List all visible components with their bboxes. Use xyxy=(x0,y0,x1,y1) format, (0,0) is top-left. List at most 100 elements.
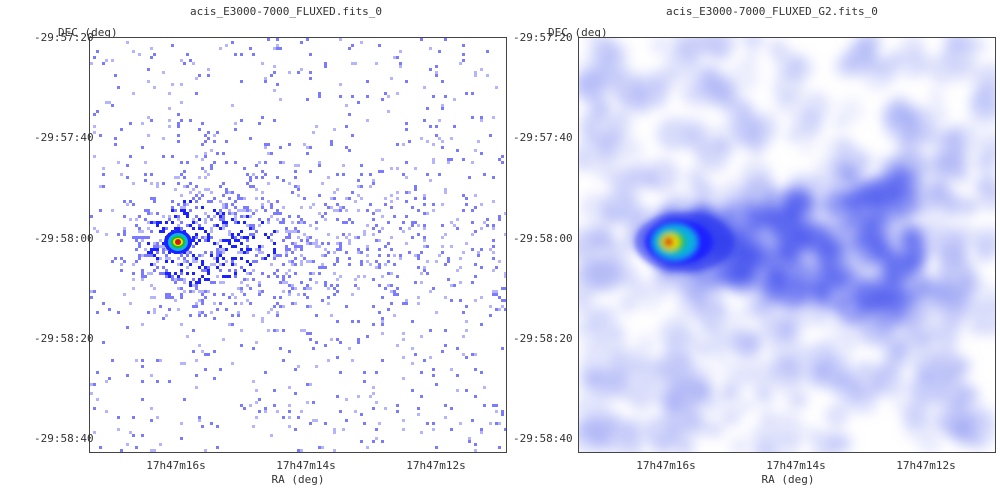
count-pixel xyxy=(120,263,123,266)
count-pixel xyxy=(141,236,144,239)
count-pixel xyxy=(186,251,189,254)
count-pixel xyxy=(288,236,291,239)
count-pixel xyxy=(378,239,381,242)
count-pixel xyxy=(501,410,504,413)
count-pixel xyxy=(90,383,93,386)
count-pixel xyxy=(300,206,303,209)
left-raw-counts-image xyxy=(90,38,506,452)
count-pixel xyxy=(189,251,192,254)
count-pixel xyxy=(180,119,183,122)
count-pixel xyxy=(297,293,300,296)
count-pixel xyxy=(210,218,213,221)
count-pixel xyxy=(360,164,363,167)
count-pixel xyxy=(405,161,408,164)
count-pixel xyxy=(249,233,252,236)
count-pixel xyxy=(249,47,252,50)
count-pixel xyxy=(276,83,279,86)
count-pixel xyxy=(336,188,339,191)
count-pixel xyxy=(111,104,114,107)
count-pixel xyxy=(258,122,261,125)
count-pixel xyxy=(291,230,294,233)
right-image-frame[interactable] xyxy=(578,37,996,453)
left-image-frame[interactable] xyxy=(89,37,507,453)
count-pixel xyxy=(474,395,477,398)
count-pixel xyxy=(327,251,330,254)
count-pixel xyxy=(303,257,306,260)
count-pixel xyxy=(183,203,186,206)
count-pixel xyxy=(498,158,501,161)
count-pixel xyxy=(222,218,225,221)
count-pixel xyxy=(309,422,312,425)
count-pixel xyxy=(375,224,378,227)
count-pixel xyxy=(201,158,204,161)
count-pixel xyxy=(249,272,252,275)
count-pixel xyxy=(156,224,159,227)
count-pixel xyxy=(93,125,96,128)
count-pixel xyxy=(411,236,414,239)
count-pixel xyxy=(165,275,168,278)
count-pixel xyxy=(432,161,435,164)
count-pixel xyxy=(351,221,354,224)
count-pixel xyxy=(126,326,129,329)
count-pixel xyxy=(273,242,276,245)
count-pixel xyxy=(324,248,327,251)
count-pixel xyxy=(207,215,210,218)
count-pixel xyxy=(306,401,309,404)
count-pixel xyxy=(312,203,315,206)
count-pixel xyxy=(210,263,213,266)
count-pixel xyxy=(231,293,234,296)
count-pixel xyxy=(195,194,198,197)
count-pixel xyxy=(204,188,207,191)
count-pixel xyxy=(183,176,186,179)
count-pixel xyxy=(216,131,219,134)
count-pixel xyxy=(279,161,282,164)
count-pixel xyxy=(432,422,435,425)
count-pixel xyxy=(336,290,339,293)
count-pixel xyxy=(111,260,114,263)
count-pixel xyxy=(501,413,504,416)
count-pixel xyxy=(225,221,228,224)
count-pixel xyxy=(306,296,309,299)
count-pixel xyxy=(123,233,126,236)
count-pixel xyxy=(207,290,210,293)
count-pixel xyxy=(207,269,210,272)
left-image-panel: acis_E3000-7000_FLUXED.fits_0 DEC (deg) … xyxy=(34,5,507,486)
count-pixel xyxy=(420,371,423,374)
count-pixel xyxy=(195,221,198,224)
count-pixel xyxy=(480,266,483,269)
count-pixel xyxy=(192,245,195,248)
count-pixel xyxy=(177,287,180,290)
count-pixel xyxy=(177,218,180,221)
count-pixel xyxy=(357,320,360,323)
count-pixel xyxy=(267,152,270,155)
count-pixel xyxy=(441,236,444,239)
count-pixel xyxy=(384,203,387,206)
count-pixel xyxy=(300,410,303,413)
count-pixel xyxy=(492,239,495,242)
count-pixel xyxy=(294,257,297,260)
count-pixel xyxy=(132,263,135,266)
count-pixel xyxy=(342,206,345,209)
count-pixel xyxy=(234,245,237,248)
count-pixel xyxy=(477,251,480,254)
count-pixel xyxy=(297,449,300,452)
count-pixel xyxy=(423,197,426,200)
count-pixel xyxy=(327,242,330,245)
count-pixel xyxy=(474,353,477,356)
count-pixel xyxy=(192,329,195,332)
count-pixel xyxy=(216,248,219,251)
count-pixel xyxy=(150,263,153,266)
count-pixel xyxy=(378,284,381,287)
count-pixel xyxy=(444,38,447,41)
count-pixel xyxy=(294,302,297,305)
count-pixel xyxy=(387,95,390,98)
count-pixel xyxy=(276,218,279,221)
count-pixel xyxy=(117,311,120,314)
count-pixel xyxy=(363,233,366,236)
count-pixel xyxy=(276,275,279,278)
count-pixel xyxy=(336,218,339,221)
count-pixel xyxy=(345,419,348,422)
count-pixel xyxy=(156,182,159,185)
count-pixel xyxy=(423,239,426,242)
count-pixel xyxy=(222,221,225,224)
